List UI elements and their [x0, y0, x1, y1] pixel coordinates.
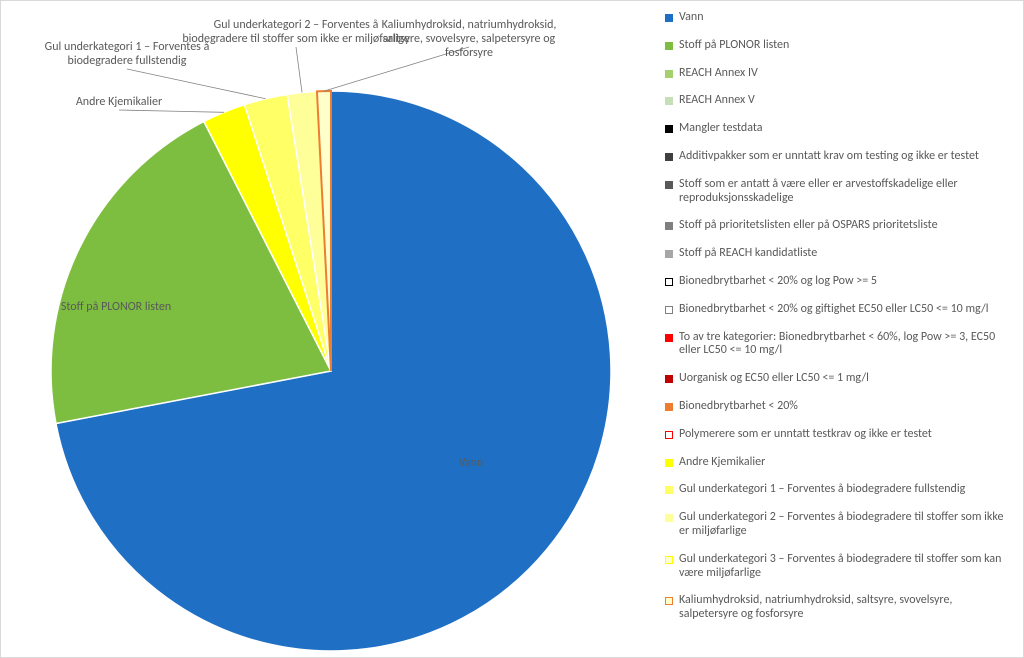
legend-item-12: Uorganisk og EC50 eller LC50 <= 1 mg/l [665, 372, 1015, 386]
legend-marker-9 [665, 278, 673, 286]
legend-label-10: Bionedbrytbarhet < 20% og giftighet EC50… [679, 303, 1015, 317]
legend-marker-6 [665, 181, 673, 189]
legend-item-17: Gul underkategori 2 – Forventes å biodeg… [665, 511, 1015, 539]
legend-label-13: Bionedbrytbarhet < 20% [679, 400, 1015, 414]
legend-item-5: Additivpakker som er unntatt krav om tes… [665, 150, 1015, 164]
legend-item-8: Stoff på REACH kandidatliste [665, 247, 1015, 261]
legend-item-0: Vann [665, 11, 1015, 25]
legend-label-6: Stoff som er antatt å være eller er arve… [679, 178, 1015, 206]
legend-item-6: Stoff som er antatt å være eller er arve… [665, 178, 1015, 206]
legend-label-15: Andre Kjemikalier [679, 456, 1015, 470]
legend-item-7: Stoff på prioritetslisten eller på OSPAR… [665, 219, 1015, 233]
legend-label-14: Polymerere som er unntatt testkrav og ik… [679, 428, 1015, 442]
legend: Vann Stoff på PLONOR listen REACH Annex IV… [661, 1, 1023, 657]
legend-item-2: REACH Annex IV [665, 67, 1015, 81]
legend-marker-5 [665, 153, 673, 161]
leader-andre [119, 110, 224, 112]
legend-label-8: Stoff på REACH kandidatliste [679, 247, 1015, 261]
legend-label-5: Additivpakker som er unntatt krav om tes… [679, 150, 1015, 164]
leader-kalium [324, 47, 469, 91]
legend-label-4: Mangler testdata [679, 122, 1015, 136]
legend-marker-11 [665, 334, 673, 342]
legend-label-7: Stoff på prioritetslisten eller på OSPAR… [679, 219, 1015, 233]
leader-gul2 [296, 47, 302, 93]
legend-item-3: REACH Annex V [665, 94, 1015, 108]
legend-marker-0 [665, 14, 673, 22]
legend-label-18: Gul underkategori 3 – Forventes å biodeg… [679, 553, 1015, 581]
legend-label-1: Stoff på PLONOR listen [679, 39, 1015, 53]
legend-label-2: REACH Annex IV [679, 67, 1015, 81]
legend-label-19: Kaliumhydroksid, natriumhydroksid, salts… [679, 594, 1015, 622]
chart-container: Vann Stoff på PLONOR listen Andre Kjemikal… [0, 0, 1024, 658]
legend-marker-19 [665, 597, 673, 605]
legend-marker-16 [665, 486, 673, 494]
legend-item-11: To av tre kategorier: Bionedbrytbarhet <… [665, 331, 1015, 359]
legend-marker-13 [665, 403, 673, 411]
leader-gul1 [127, 69, 266, 99]
legend-marker-18 [665, 556, 673, 564]
legend-item-13: Bionedbrytbarhet < 20% [665, 400, 1015, 414]
legend-marker-8 [665, 250, 673, 258]
legend-item-4: Mangler testdata [665, 122, 1015, 136]
legend-item-14: Polymerere som er unntatt testkrav og ik… [665, 428, 1015, 442]
legend-item-18: Gul underkategori 3 – Forventes å biodeg… [665, 553, 1015, 581]
legend-marker-10 [665, 306, 673, 314]
legend-item-9: Bionedbrytbarhet < 20% og log Pow >= 5 [665, 275, 1015, 289]
legend-marker-17 [665, 514, 673, 522]
legend-marker-4 [665, 125, 673, 133]
pie-chart-svg [1, 1, 661, 657]
legend-label-16: Gul underkategori 1 – Forventes å biodeg… [679, 483, 1015, 497]
legend-label-0: Vann [679, 11, 1015, 25]
pie-chart-area: VannStoff på PLONOR listenAndre Kjemikal… [1, 1, 661, 657]
legend-marker-15 [665, 459, 673, 467]
legend-marker-12 [665, 375, 673, 383]
legend-item-19: Kaliumhydroksid, natriumhydroksid, salts… [665, 594, 1015, 622]
legend-label-9: Bionedbrytbarhet < 20% og log Pow >= 5 [679, 275, 1015, 289]
legend-label-17: Gul underkategori 2 – Forventes å biodeg… [679, 511, 1015, 539]
legend-label-12: Uorganisk og EC50 eller LC50 <= 1 mg/l [679, 372, 1015, 386]
legend-item-15: Andre Kjemikalier [665, 456, 1015, 470]
legend-marker-2 [665, 70, 673, 78]
legend-marker-3 [665, 97, 673, 105]
legend-label-3: REACH Annex V [679, 94, 1015, 108]
legend-item-16: Gul underkategori 1 – Forventes å biodeg… [665, 483, 1015, 497]
legend-item-1: Stoff på PLONOR listen [665, 39, 1015, 53]
legend-item-10: Bionedbrytbarhet < 20% og giftighet EC50… [665, 303, 1015, 317]
legend-marker-1 [665, 42, 673, 50]
legend-marker-7 [665, 222, 673, 230]
legend-label-11: To av tre kategorier: Bionedbrytbarhet <… [679, 331, 1015, 359]
legend-marker-14 [665, 431, 673, 439]
